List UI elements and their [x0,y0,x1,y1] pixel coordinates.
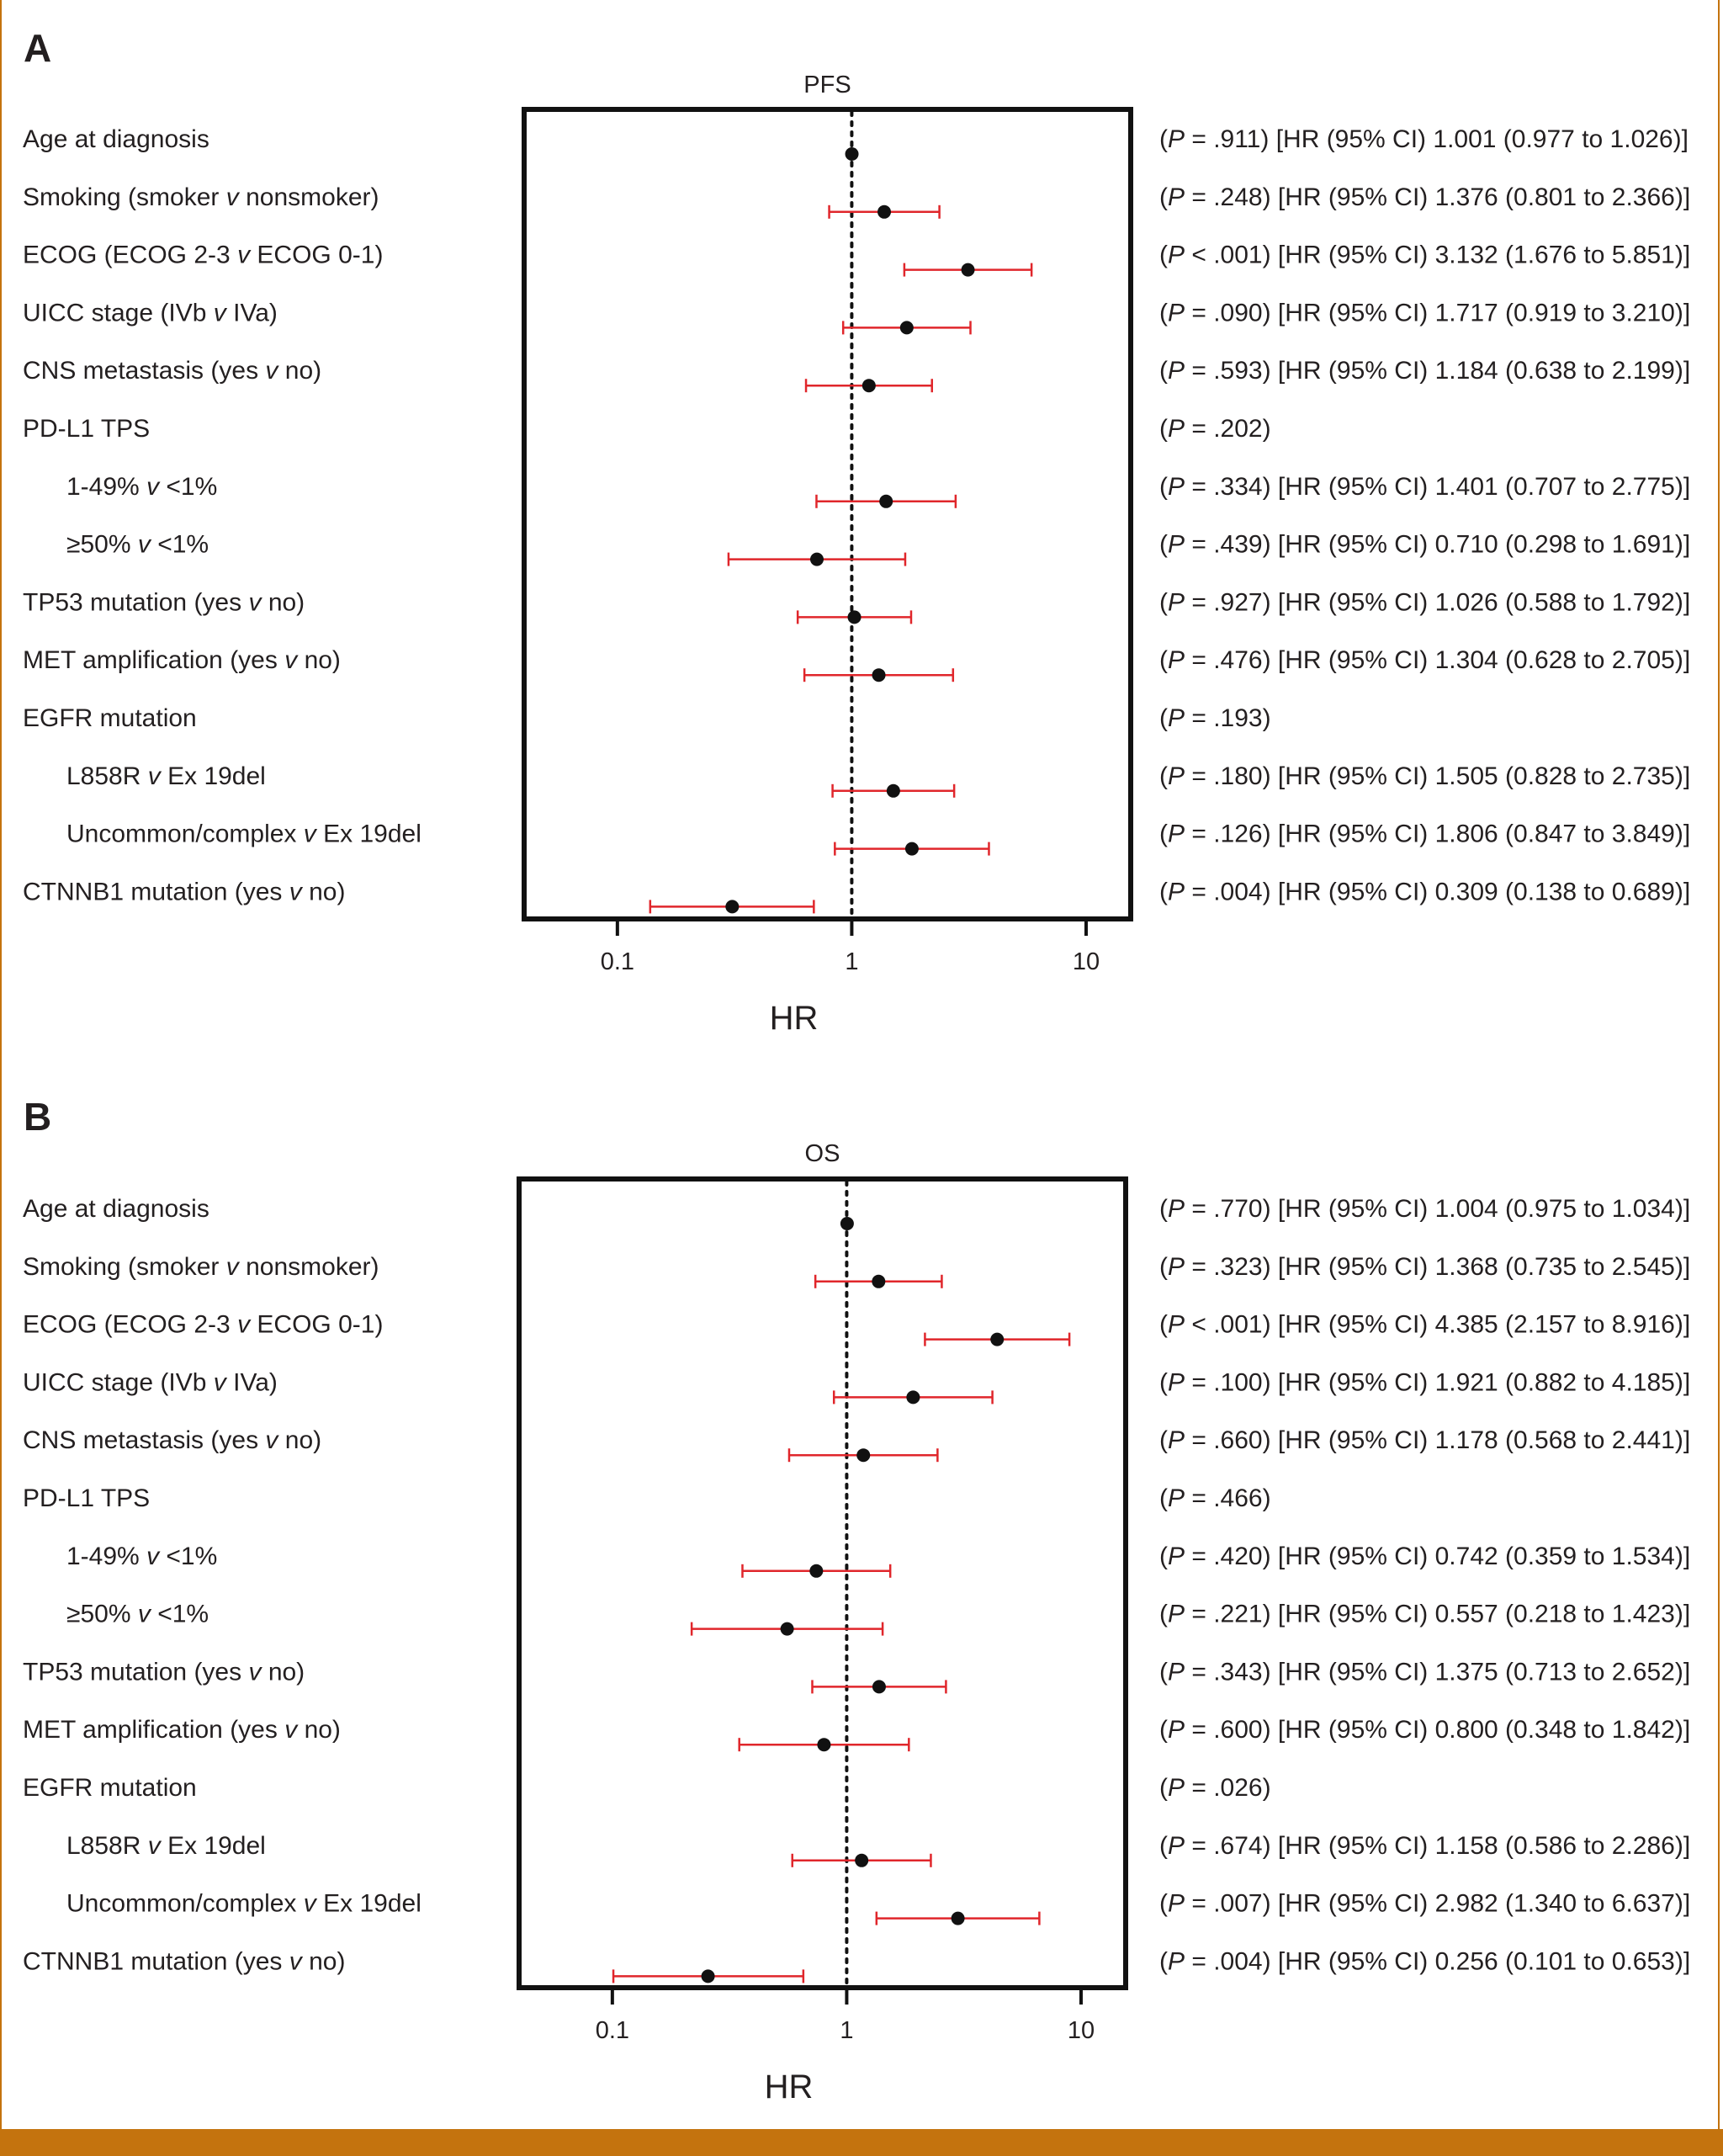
row-stat: (P = .770) [HR (95% CI) 1.004 (0.975 to … [1159,1195,1690,1223]
panel-title: OS [805,1140,840,1167]
row-label: EGFR mutation [23,1774,197,1802]
plot-frame [524,109,1131,919]
hr-point [817,1738,830,1751]
row-stat: (P = .100) [HR (95% CI) 1.921 (0.882 to … [1159,1368,1690,1396]
row-stat: (P = .090) [HR (95% CI) 1.717 (0.919 to … [1159,299,1690,327]
panel-b: B OS 0.1 1 10 HR Age at diagnosis (P = .770) [H… [23,1095,1690,2106]
row-label: ≥50% v <1% [66,1601,209,1628]
row-label: Uncommon/complex v Ex 19del [66,820,421,848]
row-stat: (P = .911) [HR (95% CI) 1.001 (0.977 to … [1159,125,1689,153]
row-stat: (P = .343) [HR (95% CI) 1.375 (0.713 to … [1159,1658,1690,1686]
row-label: 1-49% v <1% [66,1543,217,1570]
row-label: PD-L1 TPS [23,415,150,443]
hr-point [952,1912,965,1925]
row-label: Uncommon/complex v Ex 19del [66,1890,421,1918]
hr-point [906,1390,920,1404]
hr-point [846,147,859,161]
panel-a: A PFS 0.1 1 10 HR Age at diagnosis (P = .911) [… [23,26,1690,1037]
hr-point [990,1333,1004,1346]
hr-point [879,495,893,508]
footer-bar [0,2129,1723,2156]
row-stat: (P < .001) [HR (95% CI) 4.385 (2.157 to … [1159,1311,1690,1339]
row-label: MET amplification (yes v no) [23,646,341,674]
row-stat: (P = .004) [HR (95% CI) 0.309 (0.138 to … [1159,878,1690,905]
row-label: Age at diagnosis [23,125,209,153]
row-label: Age at diagnosis [23,1195,209,1223]
row-label: CNS metastasis (yes v no) [23,1426,321,1454]
row-label: TP53 mutation (yes v no) [23,588,305,616]
row-stat: (P = .007) [HR (95% CI) 2.982 (1.340 to … [1159,1890,1690,1918]
x-tick-label: 1 [840,2017,853,2044]
x-axis-label: HR [765,2068,814,2106]
row-label: UICC stage (IVb v IVa) [23,299,278,327]
row-stat: (P = .202) [1159,415,1271,443]
hr-point [872,1680,886,1693]
row-label: Smoking (smoker v nonsmoker) [23,1253,379,1281]
x-tick-label: 10 [1068,2017,1095,2044]
hr-point [877,205,891,219]
hr-point [810,553,824,566]
row-label: MET amplification (yes v no) [23,1716,341,1744]
hr-point [962,263,975,277]
hr-point [872,668,886,682]
hr-point [725,900,739,913]
hr-point [855,1854,868,1867]
row-label: L858R v Ex 19del [66,762,266,790]
row-stat: (P = .420) [HR (95% CI) 0.742 (0.359 to … [1159,1543,1690,1570]
x-tick-label: 0.1 [596,2017,629,2044]
row-stat: (P = .466) [1159,1484,1271,1512]
row-stat: (P = .439) [HR (95% CI) 0.710 (0.298 to … [1159,531,1690,559]
row-stat: (P = .126) [HR (95% CI) 1.806 (0.847 to … [1159,820,1690,848]
panel-label: A [24,26,51,70]
x-tick-label: 10 [1073,948,1100,975]
row-label: PD-L1 TPS [23,1484,150,1512]
row-stat: (P = .193) [1159,704,1271,732]
row-label: 1-49% v <1% [66,473,217,501]
row-label: ECOG (ECOG 2-3 v ECOG 0-1) [23,242,383,269]
row-stat: (P = .180) [HR (95% CI) 1.505 (0.828 to … [1159,762,1690,790]
row-stat: (P = .927) [HR (95% CI) 1.026 (0.588 to … [1159,588,1690,616]
row-stat: (P = .248) [HR (95% CI) 1.376 (0.801 to … [1159,183,1690,211]
row-label: ≥50% v <1% [66,531,209,559]
row-label: ECOG (ECOG 2-3 v ECOG 0-1) [23,1311,383,1339]
row-stat: (P = .600) [HR (95% CI) 0.800 (0.348 to … [1159,1716,1690,1744]
row-label: CTNNB1 mutation (yes v no) [23,1947,345,1975]
row-stat: (P = .674) [HR (95% CI) 1.158 (0.586 to … [1159,1832,1690,1860]
hr-point [809,1564,823,1578]
hr-point [840,1217,854,1230]
row-stat: (P = .660) [HR (95% CI) 1.178 (0.568 to … [1159,1426,1690,1454]
row-label: CTNNB1 mutation (yes v no) [23,878,345,905]
panel-label: B [24,1095,51,1139]
x-axis-label: HR [770,1000,819,1037]
hr-point [905,842,919,856]
row-stat: (P = .593) [HR (95% CI) 1.184 (0.638 to … [1159,357,1690,385]
hr-point [781,1622,794,1636]
row-label: UICC stage (IVb v IVa) [23,1368,278,1396]
forest-plot-figure: A PFS 0.1 1 10 HR Age at diagnosis (P = .911) [… [0,0,1723,2129]
row-stat: (P = .026) [1159,1774,1271,1802]
row-label: L858R v Ex 19del [66,1832,266,1860]
hr-point [702,1969,715,1983]
row-stat: (P = .476) [HR (95% CI) 1.304 (0.628 to … [1159,646,1690,674]
row-stat: (P < .001) [HR (95% CI) 3.132 (1.676 to … [1159,242,1690,269]
plot-frame [519,1179,1126,1988]
hr-point [872,1275,885,1288]
row-label: EGFR mutation [23,704,197,732]
x-tick-label: 0.1 [601,948,634,975]
hr-point [887,784,900,798]
x-tick-label: 1 [845,948,858,975]
hr-point [862,379,876,392]
hr-point [856,1448,870,1462]
row-label: TP53 mutation (yes v no) [23,1658,305,1686]
row-stat: (P = .221) [HR (95% CI) 0.557 (0.218 to … [1159,1601,1690,1628]
panel-title: PFS [803,72,851,98]
row-stat: (P = .334) [HR (95% CI) 1.401 (0.707 to … [1159,473,1690,501]
row-stat: (P = .323) [HR (95% CI) 1.368 (0.735 to … [1159,1253,1690,1281]
hr-point [900,321,914,334]
row-label: CNS metastasis (yes v no) [23,357,321,385]
row-label: Smoking (smoker v nonsmoker) [23,183,379,211]
row-stat: (P = .004) [HR (95% CI) 0.256 (0.101 to … [1159,1947,1690,1975]
hr-point [848,610,862,624]
